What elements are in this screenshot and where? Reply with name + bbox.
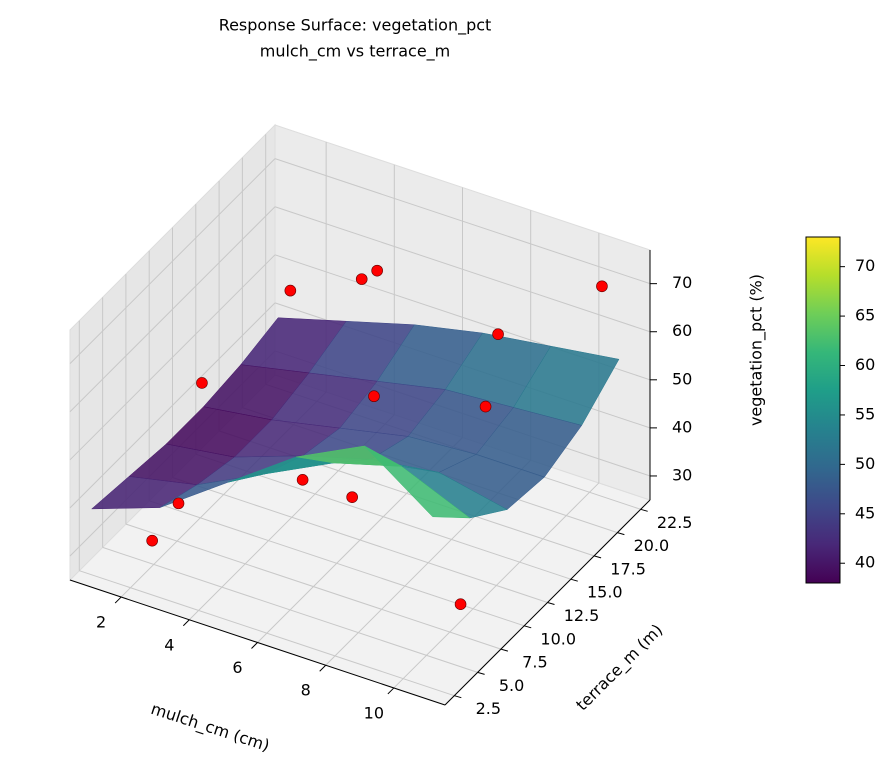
x-tick-label: 8	[301, 681, 311, 700]
y-tick-label: 5.0	[499, 676, 524, 695]
scatter-point	[492, 328, 504, 340]
grid-line	[69, 254, 276, 461]
y-axis-label: terrace_m (m)	[572, 620, 667, 715]
x-tick	[114, 596, 122, 604]
scatter-point	[196, 377, 208, 389]
y-tick-label: 17.5	[610, 559, 646, 578]
y-tick	[593, 555, 602, 559]
scatter-point	[355, 273, 368, 285]
y-tick	[524, 625, 532, 629]
scatter-point	[454, 598, 467, 611]
grid-line	[172, 477, 548, 603]
z-tick-label: 30	[672, 465, 692, 484]
x-tick	[251, 642, 258, 649]
scatter-point	[284, 284, 297, 297]
colorbar-tick-label: 50	[855, 454, 875, 473]
scatter-point	[172, 497, 185, 510]
x-tick	[182, 619, 190, 627]
colorbar-tick-label: 70	[855, 256, 875, 275]
y-tick-label: 12.5	[564, 606, 600, 625]
scatter-point	[479, 400, 492, 413]
grid-line	[274, 206, 651, 333]
surface-patch	[364, 445, 471, 519]
chart-title: Response Surface: vegetation_pct	[219, 16, 492, 36]
x-tick-label: 10	[364, 703, 384, 722]
colorbar-tick-label: 45	[855, 503, 875, 522]
y-tick-label: 2.5	[476, 699, 501, 718]
x-tick-label: 4	[164, 635, 174, 654]
x-tick-label: 6	[232, 658, 242, 677]
grid-line	[69, 206, 276, 413]
z-axis-label: vegetation_pct (%)	[747, 274, 767, 426]
y-tick	[570, 578, 578, 582]
grid-line	[274, 158, 651, 285]
z-tick-label: 50	[672, 369, 692, 388]
x-axis-label: mulch_cm (cm)	[148, 699, 272, 756]
y-tick	[500, 648, 509, 652]
grid-line	[69, 302, 276, 509]
y-tick-label: 20.0	[634, 536, 670, 555]
x-tick	[319, 664, 327, 672]
axis-line	[444, 499, 651, 706]
axis-line	[69, 579, 446, 706]
y-tick	[640, 508, 648, 512]
z-tick-label: 40	[672, 417, 692, 436]
grid-line	[79, 570, 455, 697]
y-tick	[547, 602, 555, 605]
z-tick-label: 70	[672, 273, 692, 292]
grid-line	[102, 546, 478, 673]
colorbar-tick-label: 65	[855, 306, 875, 325]
colorbar	[805, 236, 841, 584]
grid-line	[125, 523, 502, 650]
colorbar-tick-label: 40	[855, 553, 875, 572]
scatter-point	[146, 534, 158, 547]
scatter-point	[596, 280, 608, 293]
z-tick-label: 60	[672, 321, 692, 340]
y-tick-label: 10.0	[540, 629, 576, 648]
chart-subtitle: mulch_cm vs terrace_m	[260, 42, 451, 62]
scatter-point	[296, 474, 309, 486]
y-tick	[477, 671, 485, 675]
y-tick-label: 22.5	[657, 513, 693, 532]
colorbar-tick-label: 55	[855, 404, 875, 423]
y-tick	[454, 695, 462, 699]
scatter-point	[371, 264, 383, 277]
colorbar-tick-label: 60	[855, 355, 875, 374]
grid-line	[69, 158, 276, 365]
y-tick-label: 7.5	[522, 653, 547, 672]
y-tick	[617, 532, 625, 536]
x-tick-label: 2	[96, 613, 106, 632]
y-tick-label: 15.0	[587, 583, 623, 602]
scatter-point	[368, 390, 380, 403]
x-tick	[387, 687, 395, 695]
scatter-point	[346, 491, 358, 503]
